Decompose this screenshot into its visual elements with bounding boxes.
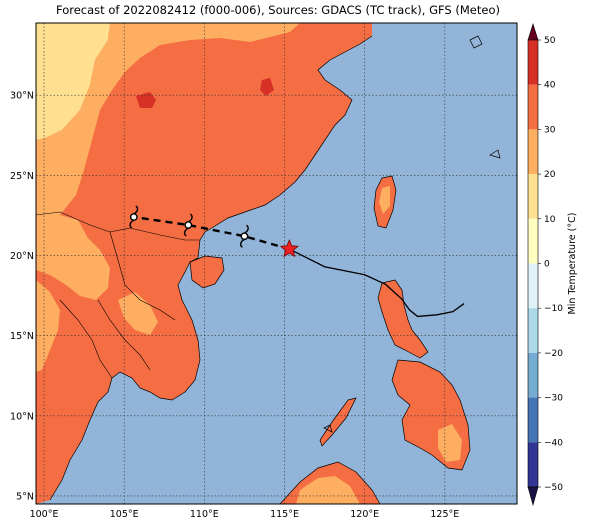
land-luzon xyxy=(378,280,428,358)
longitude-tick-label: 105°E xyxy=(110,509,139,520)
colorbar-tick-label: 50 xyxy=(544,36,556,46)
longitude-tick-label: 120°E xyxy=(350,509,379,520)
colorbar-band xyxy=(528,352,538,398)
colorbar-extend-bottom xyxy=(527,486,539,507)
latitude-tick-label: 20°N xyxy=(10,251,34,262)
land-mid-borneo xyxy=(296,476,360,504)
colorbar-band xyxy=(528,397,538,443)
colorbar-band xyxy=(528,442,538,487)
colorbar-band xyxy=(528,174,538,219)
land-cool-northwest xyxy=(36,23,110,140)
colorbar-band xyxy=(528,129,538,175)
colorbar-tick-label: −20 xyxy=(544,349,563,359)
latitude-tick-label: 15°N xyxy=(10,331,34,342)
land-mid-southwest xyxy=(36,215,110,300)
colorbar-tick-label: 40 xyxy=(544,81,556,91)
longitude-tick-label: 100°E xyxy=(30,509,59,520)
land-mid-north-band xyxy=(36,23,300,225)
longitude-ticks: 100°E 105°E 110°E 115°E 120°E 125°E xyxy=(30,509,460,520)
latitude-tick-label: 5°N xyxy=(16,491,34,502)
colorbar-label: Min Temperature (°C) xyxy=(567,213,578,315)
cyclone-symbol-icon xyxy=(129,205,139,229)
colorbar-tick-label: 30 xyxy=(544,125,556,135)
colorbar-tick-label: −50 xyxy=(544,483,563,493)
longitude-tick-label: 125°E xyxy=(430,509,459,520)
land-mid-taiwan xyxy=(379,186,390,214)
land-mainland xyxy=(36,23,372,504)
colorbar-tick-label: −40 xyxy=(544,438,563,448)
map-frame xyxy=(35,22,518,505)
cyclone-symbol-icon xyxy=(183,213,193,237)
colorbar-tick-label: −30 xyxy=(544,394,563,404)
map-area xyxy=(36,23,517,504)
land-hot-sichuan xyxy=(136,92,156,108)
forecast-track-line xyxy=(133,215,290,251)
colorbar-tick-label: 20 xyxy=(544,170,556,180)
colorbar: 50 40 30 20 10 0 −10 −20 −30 −40 −50 Min Temperatur… xyxy=(527,22,578,507)
land-hot-central xyxy=(260,78,274,96)
past-track-line xyxy=(289,248,465,318)
map-title: Forecast of 2022082412 (f000-006), Sourc… xyxy=(56,3,500,17)
land-mid-laos xyxy=(118,292,158,335)
land-mid-mindanao xyxy=(438,424,462,462)
longitude-tick-label: 115°E xyxy=(270,509,299,520)
colorbar-extend-top xyxy=(527,22,539,41)
tc-track xyxy=(129,205,465,318)
cyclone-symbol-icon xyxy=(239,224,249,248)
colorbar-tick-label: 0 xyxy=(544,260,550,270)
colorbar-band xyxy=(528,84,538,130)
land-mid-nw-strip xyxy=(36,280,60,372)
coastlines xyxy=(35,35,501,505)
latitude-ticks: 5°N 10°N 15°N 20°N 25°N 30°N xyxy=(10,91,34,503)
colorbar-tick-label: −10 xyxy=(544,304,563,314)
latitude-tick-label: 10°N xyxy=(10,411,34,422)
colorbar-band xyxy=(528,263,538,309)
land-hainan xyxy=(190,256,224,288)
land-palawan xyxy=(320,398,356,446)
latitude-tick-label: 25°N xyxy=(10,171,34,182)
longitude-tick-label: 110°E xyxy=(190,509,219,520)
red-star-icon xyxy=(279,239,299,258)
colorbar-band xyxy=(528,40,538,85)
colorbar-tick-label: 10 xyxy=(544,215,556,225)
latitude-tick-label: 30°N xyxy=(10,91,34,102)
colorbar-band xyxy=(528,218,538,264)
colorbar-band xyxy=(528,308,538,353)
